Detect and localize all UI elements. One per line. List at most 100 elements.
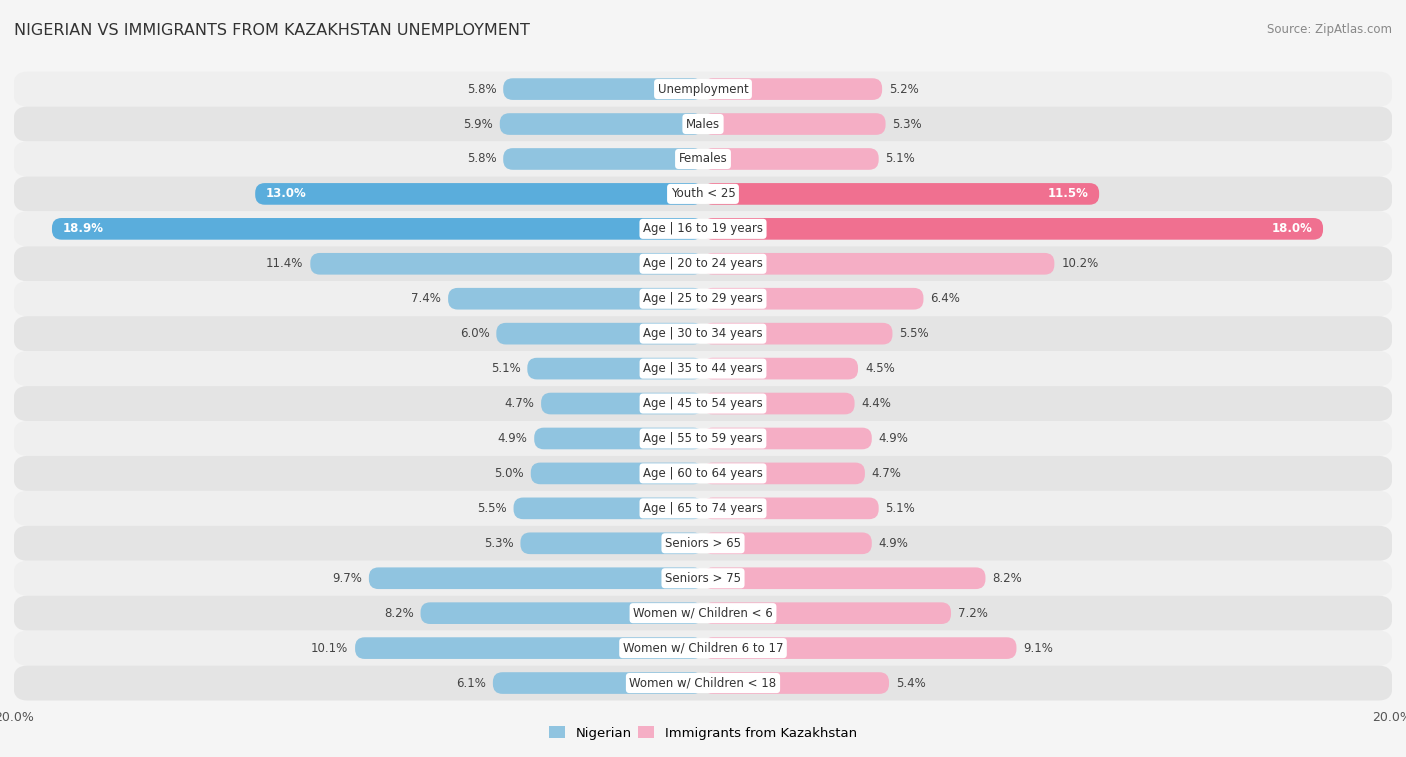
Text: 18.0%: 18.0% [1272, 223, 1313, 235]
Text: 5.1%: 5.1% [491, 362, 520, 375]
FancyBboxPatch shape [494, 672, 703, 694]
FancyBboxPatch shape [527, 358, 703, 379]
Text: 10.1%: 10.1% [311, 642, 349, 655]
Text: 7.4%: 7.4% [412, 292, 441, 305]
FancyBboxPatch shape [534, 428, 703, 450]
Text: 5.1%: 5.1% [886, 502, 915, 515]
Text: 8.2%: 8.2% [384, 606, 413, 620]
Text: 4.9%: 4.9% [879, 537, 908, 550]
FancyBboxPatch shape [14, 282, 1392, 316]
FancyBboxPatch shape [703, 393, 855, 414]
Text: 9.1%: 9.1% [1024, 642, 1053, 655]
Text: Women w/ Children < 6: Women w/ Children < 6 [633, 606, 773, 620]
FancyBboxPatch shape [14, 561, 1392, 596]
Text: 13.0%: 13.0% [266, 188, 307, 201]
FancyBboxPatch shape [14, 596, 1392, 631]
Text: 9.7%: 9.7% [332, 572, 361, 584]
Text: Women w/ Children 6 to 17: Women w/ Children 6 to 17 [623, 642, 783, 655]
FancyBboxPatch shape [14, 211, 1392, 246]
FancyBboxPatch shape [503, 148, 703, 170]
Text: 5.1%: 5.1% [886, 152, 915, 166]
FancyBboxPatch shape [703, 78, 882, 100]
Text: 11.4%: 11.4% [266, 257, 304, 270]
FancyBboxPatch shape [703, 183, 1099, 204]
FancyBboxPatch shape [703, 463, 865, 484]
FancyBboxPatch shape [499, 114, 703, 135]
Text: 6.0%: 6.0% [460, 327, 489, 340]
Text: Age | 35 to 44 years: Age | 35 to 44 years [643, 362, 763, 375]
FancyBboxPatch shape [703, 114, 886, 135]
Text: 4.9%: 4.9% [879, 432, 908, 445]
FancyBboxPatch shape [513, 497, 703, 519]
FancyBboxPatch shape [703, 358, 858, 379]
Text: Age | 16 to 19 years: Age | 16 to 19 years [643, 223, 763, 235]
Text: 5.3%: 5.3% [893, 117, 922, 130]
Text: Males: Males [686, 117, 720, 130]
FancyBboxPatch shape [14, 107, 1392, 142]
Text: Women w/ Children < 18: Women w/ Children < 18 [630, 677, 776, 690]
Legend: Nigerian, Immigrants from Kazakhstan: Nigerian, Immigrants from Kazakhstan [544, 721, 862, 745]
Text: 5.8%: 5.8% [467, 152, 496, 166]
FancyBboxPatch shape [52, 218, 703, 240]
FancyBboxPatch shape [520, 532, 703, 554]
Text: Unemployment: Unemployment [658, 83, 748, 95]
FancyBboxPatch shape [14, 491, 1392, 526]
FancyBboxPatch shape [14, 176, 1392, 211]
FancyBboxPatch shape [503, 78, 703, 100]
FancyBboxPatch shape [14, 665, 1392, 700]
FancyBboxPatch shape [14, 421, 1392, 456]
Text: Age | 25 to 29 years: Age | 25 to 29 years [643, 292, 763, 305]
Text: Seniors > 65: Seniors > 65 [665, 537, 741, 550]
FancyBboxPatch shape [703, 637, 1017, 659]
FancyBboxPatch shape [703, 288, 924, 310]
FancyBboxPatch shape [703, 497, 879, 519]
FancyBboxPatch shape [703, 253, 1054, 275]
Text: Females: Females [679, 152, 727, 166]
Text: 4.7%: 4.7% [872, 467, 901, 480]
FancyBboxPatch shape [703, 672, 889, 694]
Text: 18.9%: 18.9% [62, 223, 103, 235]
FancyBboxPatch shape [541, 393, 703, 414]
Text: 5.5%: 5.5% [900, 327, 929, 340]
Text: Age | 20 to 24 years: Age | 20 to 24 years [643, 257, 763, 270]
FancyBboxPatch shape [496, 322, 703, 344]
FancyBboxPatch shape [531, 463, 703, 484]
FancyBboxPatch shape [14, 526, 1392, 561]
FancyBboxPatch shape [703, 148, 879, 170]
Text: 4.9%: 4.9% [498, 432, 527, 445]
FancyBboxPatch shape [703, 322, 893, 344]
FancyBboxPatch shape [420, 603, 703, 624]
FancyBboxPatch shape [14, 386, 1392, 421]
FancyBboxPatch shape [14, 72, 1392, 107]
FancyBboxPatch shape [14, 351, 1392, 386]
Text: 5.0%: 5.0% [495, 467, 524, 480]
FancyBboxPatch shape [356, 637, 703, 659]
Text: 5.9%: 5.9% [463, 117, 494, 130]
FancyBboxPatch shape [449, 288, 703, 310]
FancyBboxPatch shape [703, 218, 1323, 240]
Text: 4.5%: 4.5% [865, 362, 894, 375]
Text: 5.4%: 5.4% [896, 677, 925, 690]
Text: 4.4%: 4.4% [862, 397, 891, 410]
Text: 8.2%: 8.2% [993, 572, 1022, 584]
FancyBboxPatch shape [311, 253, 703, 275]
Text: 4.7%: 4.7% [505, 397, 534, 410]
Text: 5.3%: 5.3% [484, 537, 513, 550]
FancyBboxPatch shape [14, 316, 1392, 351]
Text: 6.1%: 6.1% [456, 677, 486, 690]
Text: Age | 55 to 59 years: Age | 55 to 59 years [643, 432, 763, 445]
FancyBboxPatch shape [14, 456, 1392, 491]
Text: Age | 65 to 74 years: Age | 65 to 74 years [643, 502, 763, 515]
Text: 11.5%: 11.5% [1047, 188, 1088, 201]
FancyBboxPatch shape [703, 428, 872, 450]
Text: Age | 30 to 34 years: Age | 30 to 34 years [643, 327, 763, 340]
Text: Source: ZipAtlas.com: Source: ZipAtlas.com [1267, 23, 1392, 36]
Text: Youth < 25: Youth < 25 [671, 188, 735, 201]
FancyBboxPatch shape [368, 568, 703, 589]
Text: Age | 45 to 54 years: Age | 45 to 54 years [643, 397, 763, 410]
FancyBboxPatch shape [703, 568, 986, 589]
Text: NIGERIAN VS IMMIGRANTS FROM KAZAKHSTAN UNEMPLOYMENT: NIGERIAN VS IMMIGRANTS FROM KAZAKHSTAN U… [14, 23, 530, 38]
Text: 5.8%: 5.8% [467, 83, 496, 95]
Text: Age | 60 to 64 years: Age | 60 to 64 years [643, 467, 763, 480]
FancyBboxPatch shape [14, 246, 1392, 282]
